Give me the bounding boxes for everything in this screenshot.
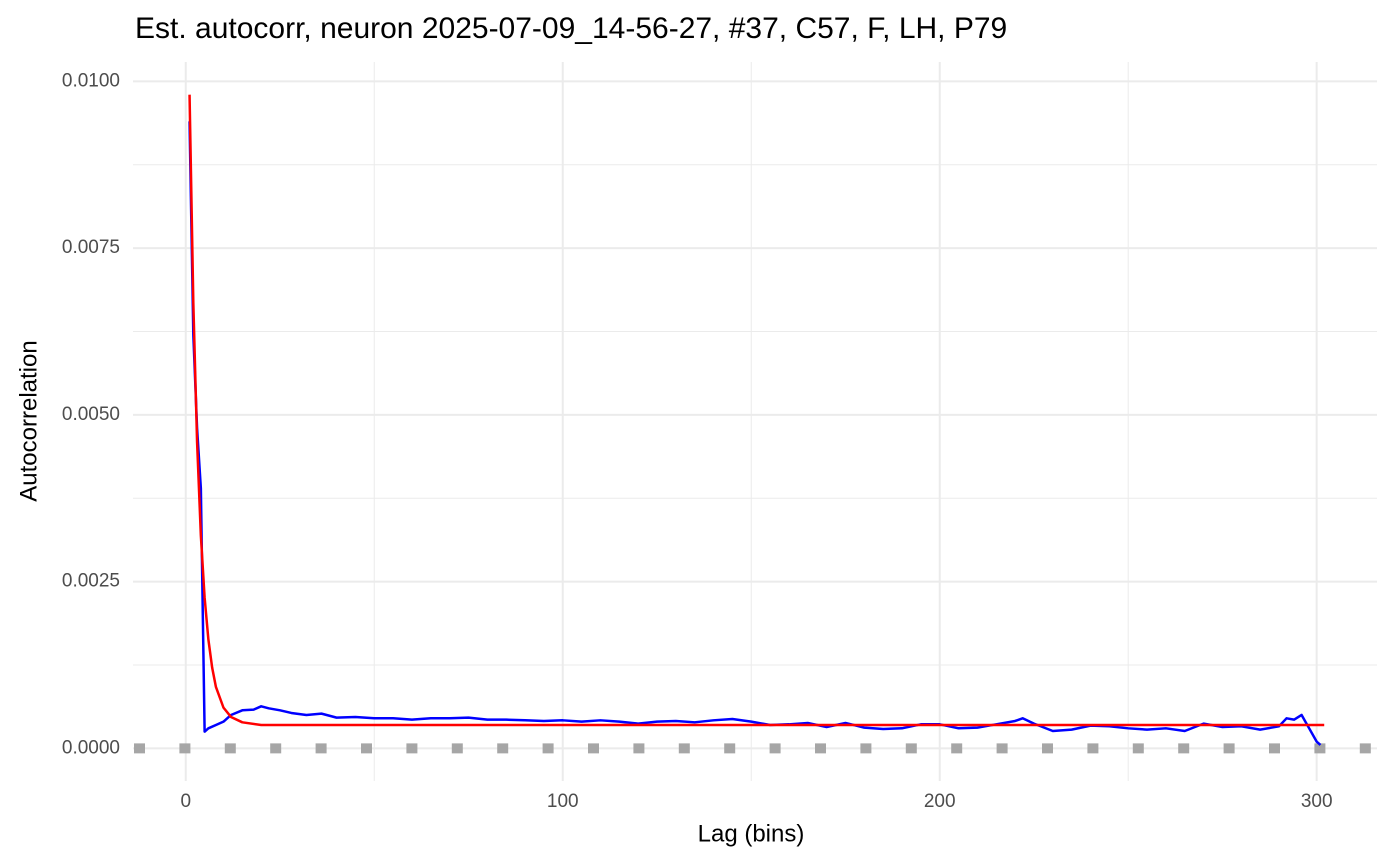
x-tick-label: 300: [1301, 791, 1333, 812]
chart-title: Est. autocorr, neuron 2025-07-09_14-56-2…: [135, 12, 1007, 45]
y-axis-label: Autocorrelation: [15, 340, 42, 501]
y-tick-label: 0.0000: [62, 737, 120, 758]
x-tick-label: 100: [547, 791, 579, 812]
y-tick-label: 0.0100: [62, 70, 120, 91]
x-tick-label: 0: [180, 791, 191, 812]
y-tick-label: 0.0050: [62, 404, 120, 425]
series-line: [188, 121, 1322, 746]
x-tick-label: 200: [924, 791, 956, 812]
series-line: [188, 94, 1325, 727]
x-axis-label: Lag (bins): [698, 820, 805, 847]
y-tick-label: 0.0075: [62, 237, 120, 258]
y-tick-label: 0.0025: [62, 571, 120, 592]
